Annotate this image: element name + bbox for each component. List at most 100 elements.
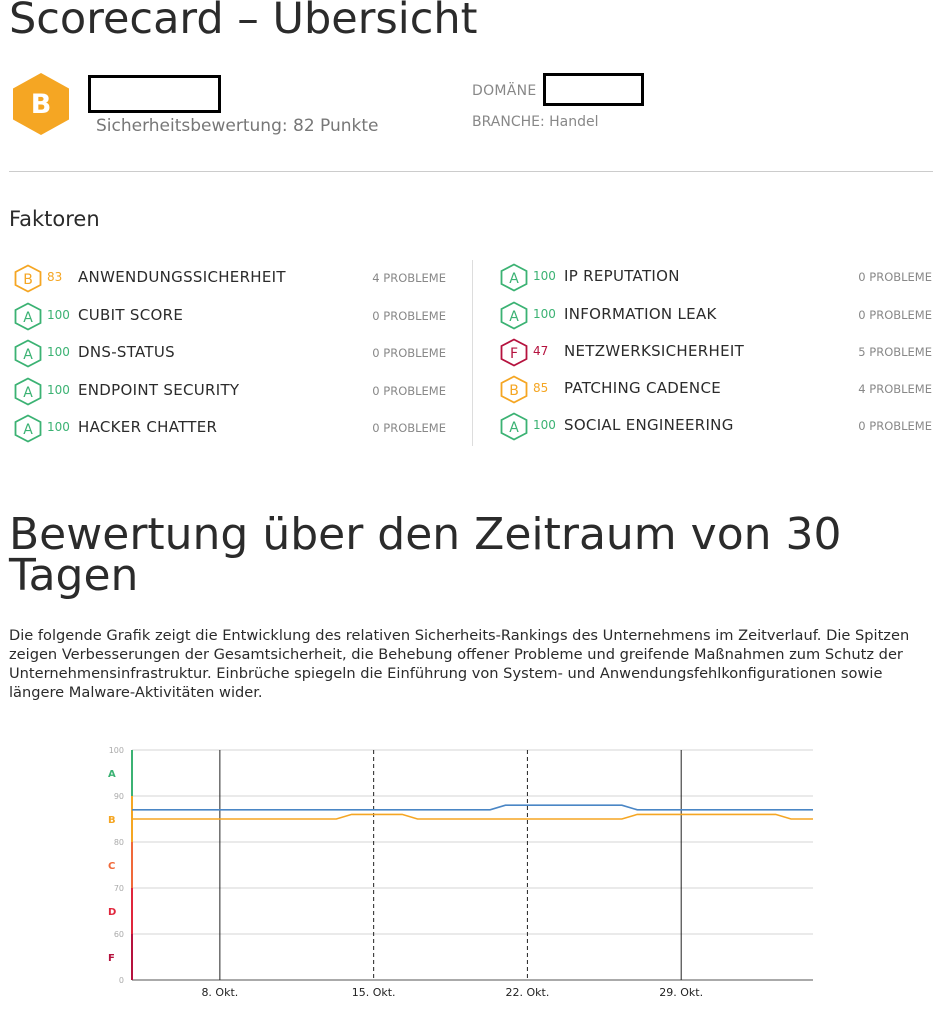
x-tick-label: 29. Okt. [659,986,703,999]
y-tick-label: 70 [114,884,124,893]
factors-column-separator [472,260,473,446]
factor-score: 100 [533,307,556,321]
factor-name: ANWENDUNGSSICHERHEIT [78,268,286,286]
grade-hexagon [14,377,42,406]
factor-score: 100 [47,383,70,397]
factor-row[interactable]: A 100 SOCIAL ENGINEERING 0 PROBLEME [500,412,932,441]
factor-grade-badge: F [500,338,528,367]
factor-score: 100 [47,308,70,322]
grade-band-label: F [108,953,115,964]
factor-grade-letter: A [509,271,519,287]
factor-score: 100 [533,269,556,283]
x-tick-label: 15. Okt. [352,986,396,999]
grade-hexagon [500,338,528,367]
factor-grade-badge: A [14,339,42,368]
factor-name: DNS-STATUS [78,343,175,361]
factor-grade-badge: A [14,377,42,406]
overall-grade-badge: B [13,73,69,135]
factor-grade-badge: A [500,412,528,441]
chart-description: Die folgende Grafik zeigt die Entwicklun… [9,627,910,701]
factor-name: CUBIT SCORE [78,306,184,324]
x-tick-label: 8. Okt. [201,986,238,999]
y-tick-label: 0 [119,976,124,985]
industry-label: BRANCHE: Handel [472,114,599,130]
grade-band-label: B [108,815,116,826]
factor-row[interactable]: A 100 IP REPUTATION 0 PROBLEME [500,263,932,292]
factor-grade-letter: A [23,385,33,401]
grade-hexagon [14,264,42,293]
y-tick-label: 80 [114,838,124,847]
factor-score: 100 [47,420,70,434]
grade-hexagon [14,414,42,443]
factor-name: PATCHING CADENCE [564,379,721,397]
factor-grade-badge: A [500,301,528,330]
overall-grade-letter: B [31,89,52,120]
factor-grade-letter: A [23,310,33,326]
security-score: Sicherheitsbewertung: 82 Punkte [96,116,379,136]
y-tick-label: 60 [114,930,124,939]
factor-issue-count: 0 PROBLEME [858,308,932,322]
factor-issue-count: 4 PROBLEME [858,382,932,396]
factor-issue-count: 0 PROBLEME [372,346,446,360]
grade-hexagon [500,263,528,292]
series-line [132,813,813,820]
factor-name: SOCIAL ENGINEERING [564,416,734,434]
y-tick-label: 90 [114,792,124,801]
factor-score: 100 [47,345,70,359]
grade-band-label: A [108,769,116,780]
factor-row[interactable]: F 47 NETZWERKSICHERHEIT 5 PROBLEME [500,338,932,367]
grade-band-label: C [108,861,115,872]
factor-grade-letter: F [510,346,518,362]
factor-name: IP REPUTATION [564,267,680,285]
factor-score: 85 [533,381,549,395]
domain-value-redacted [543,73,644,106]
factor-row[interactable]: B 85 PATCHING CADENCE 4 PROBLEME [500,375,932,404]
factor-grade-letter: B [509,383,519,399]
factor-issue-count: 0 PROBLEME [372,384,446,398]
factor-issue-count: 0 PROBLEME [372,309,446,323]
series-line [132,804,813,811]
factor-name: HACKER CHATTER [78,418,218,436]
factor-score: 47 [533,344,549,358]
grade-hexagon [14,339,42,368]
grade-hexagon [500,375,528,404]
header-divider [9,171,933,172]
grade-hexagon [14,302,42,331]
factor-issue-count: 4 PROBLEME [372,271,446,285]
factor-row[interactable]: A 100 HACKER CHATTER 0 PROBLEME [14,414,446,443]
factor-row[interactable]: A 100 CUBIT SCORE 0 PROBLEME [14,302,446,331]
factor-grade-badge: B [14,264,42,293]
company-name-redacted [88,75,221,113]
factor-row[interactable]: B 83 ANWENDUNGSSICHERHEIT 4 PROBLEME [14,264,446,293]
grade-hexagon [500,301,528,330]
factor-grade-letter: B [23,272,33,288]
factor-issue-count: 5 PROBLEME [858,345,932,359]
factor-row[interactable]: A 100 DNS-STATUS 0 PROBLEME [14,339,446,368]
factor-grade-letter: A [509,420,519,436]
factor-grade-letter: A [509,309,519,325]
factor-grade-badge: B [500,375,528,404]
factor-issue-count: 0 PROBLEME [858,419,932,433]
factor-issue-count: 0 PROBLEME [372,421,446,435]
grade-hexagon [500,412,528,441]
factor-score: 100 [533,418,556,432]
factor-grade-letter: A [23,422,33,438]
x-tick-label: 22. Okt. [506,986,550,999]
y-tick-label: 100 [109,746,124,755]
factor-grade-badge: A [500,263,528,292]
section-title: Bewertung über den Zeitraum von 30 Tagen [9,509,842,601]
grade-hexagon [13,73,69,135]
page-title: Scorecard – Übersicht [9,0,478,44]
factor-grade-badge: A [14,302,42,331]
factor-name: INFORMATION LEAK [564,305,717,323]
factor-grade-badge: A [14,414,42,443]
factor-row[interactable]: A 100 ENDPOINT SECURITY 0 PROBLEME [14,377,446,406]
factor-grade-letter: A [23,347,33,363]
factor-row[interactable]: A 100 INFORMATION LEAK 0 PROBLEME [500,301,932,330]
factor-name: NETZWERKSICHERHEIT [564,342,745,360]
domain-label: DOMÄNE [472,83,537,99]
factor-name: ENDPOINT SECURITY [78,381,240,399]
score-history-chart: 100 90 80 70 60 0 A B C D F 8. Okt. 15. Okt. 22. Okt.… [108,746,813,999]
factor-score: 83 [47,270,63,284]
grade-band-label: D [108,907,116,918]
